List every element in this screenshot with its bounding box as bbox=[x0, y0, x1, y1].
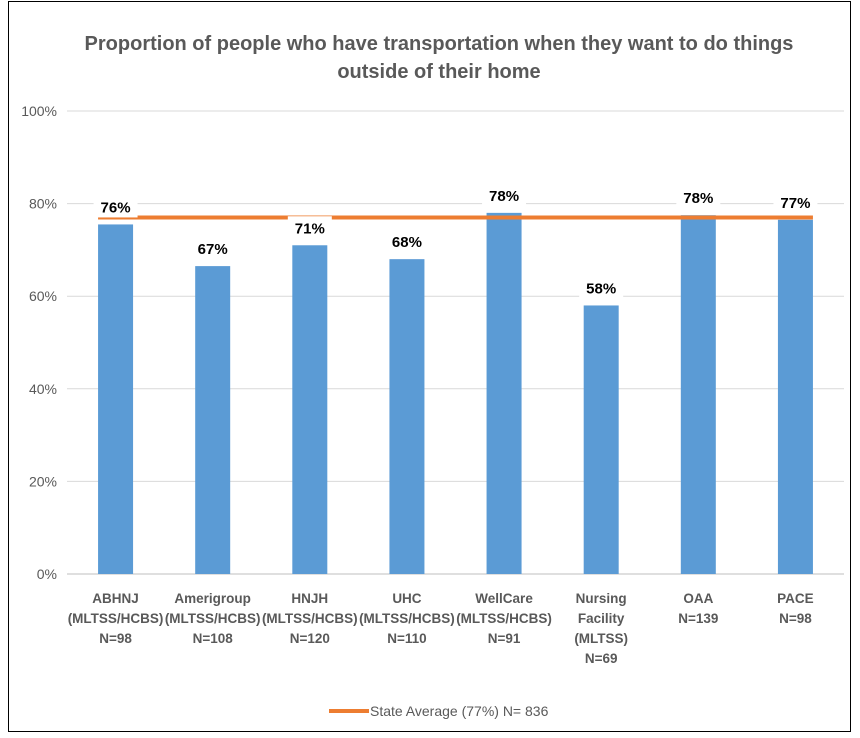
data-label-background bbox=[579, 276, 624, 299]
x-tick-label: (MLTSS/HCBS) bbox=[456, 611, 552, 626]
x-tick-label: (MLTSS/HCBS) bbox=[165, 611, 261, 626]
bar bbox=[680, 215, 716, 575]
bars bbox=[98, 212, 813, 575]
x-tick-label: (MLTSS/HCBS) bbox=[68, 611, 164, 626]
x-tick-label: (MLTSS/HCBS) bbox=[359, 611, 455, 626]
data-label: 78% bbox=[683, 190, 713, 207]
y-axis-ticks: 0% 20% 40% 60% 80% 100% bbox=[21, 103, 57, 582]
data-label: 58% bbox=[586, 280, 616, 297]
chart-title-line: outside of their home bbox=[337, 61, 540, 83]
x-tick-label: N=110 bbox=[387, 631, 426, 646]
data-label: 67% bbox=[198, 241, 228, 258]
data-label: 71% bbox=[295, 220, 325, 237]
data-label-background bbox=[773, 190, 818, 213]
x-tick-label: Facility bbox=[578, 611, 625, 626]
data-label-background bbox=[287, 216, 332, 239]
x-tick-label: N=98 bbox=[99, 631, 132, 646]
y-tick-label: 20% bbox=[29, 473, 57, 489]
x-tick-label: N=120 bbox=[290, 631, 330, 646]
x-tick-label: Amerigroup bbox=[174, 591, 251, 606]
data-labels: 76% 67% 71% 68% 78% 58% 78% 77% bbox=[93, 183, 818, 299]
x-tick-label: Nursing bbox=[576, 591, 627, 606]
chart-frame: Proportion of people who have transporta… bbox=[8, 1, 851, 732]
x-tick-label: PACE bbox=[777, 591, 814, 606]
legend-label: State Average (77%) N= 836 bbox=[370, 703, 549, 719]
x-tick-label: N=91 bbox=[488, 631, 521, 646]
data-label-background bbox=[190, 237, 235, 260]
x-tick-label: N=69 bbox=[585, 651, 618, 666]
gridlines bbox=[67, 110, 844, 575]
y-tick-label: 40% bbox=[29, 381, 57, 397]
bar bbox=[389, 259, 425, 574]
bar-chart: Proportion of people who have transporta… bbox=[21, 33, 844, 719]
bar bbox=[777, 219, 813, 574]
x-tick-label: HNJH bbox=[291, 591, 328, 606]
bar bbox=[292, 245, 328, 574]
data-label-background bbox=[384, 230, 429, 253]
data-label-background bbox=[482, 183, 527, 206]
x-tick-label: N=108 bbox=[193, 631, 234, 646]
data-label-background bbox=[93, 195, 138, 218]
x-tick-label: UHC bbox=[392, 591, 421, 606]
y-tick-label: 60% bbox=[29, 288, 57, 304]
data-label-background bbox=[676, 186, 721, 209]
x-tick-label: N=139 bbox=[678, 611, 718, 626]
chart-title: Proportion of people who have transporta… bbox=[85, 33, 794, 83]
x-tick-label: ABHNJ bbox=[92, 591, 139, 606]
x-tick-label: N=98 bbox=[779, 611, 812, 626]
x-tick-label: (MLTSS/HCBS) bbox=[262, 611, 358, 626]
y-tick-label: 100% bbox=[21, 103, 57, 119]
chart-title-line: Proportion of people who have transporta… bbox=[85, 33, 794, 55]
data-label: 68% bbox=[392, 234, 422, 251]
data-label: 77% bbox=[780, 195, 810, 212]
data-label: 76% bbox=[101, 199, 131, 216]
x-tick-label: WellCare bbox=[475, 591, 533, 606]
x-tick-label: (MLTSS) bbox=[574, 631, 628, 646]
data-label: 78% bbox=[489, 188, 519, 205]
bar bbox=[98, 224, 134, 574]
y-tick-label: 80% bbox=[29, 196, 57, 212]
bar bbox=[195, 266, 231, 574]
legend: State Average (77%) N= 836 bbox=[329, 703, 549, 719]
y-tick-label: 0% bbox=[37, 566, 57, 582]
bar bbox=[486, 212, 522, 575]
bar bbox=[583, 305, 619, 574]
x-axis-ticks: ABHNJ (MLTSS/HCBS) N=98 Amerigroup (MLTSS/HC… bbox=[68, 591, 814, 666]
x-tick-label: OAA bbox=[683, 591, 713, 606]
